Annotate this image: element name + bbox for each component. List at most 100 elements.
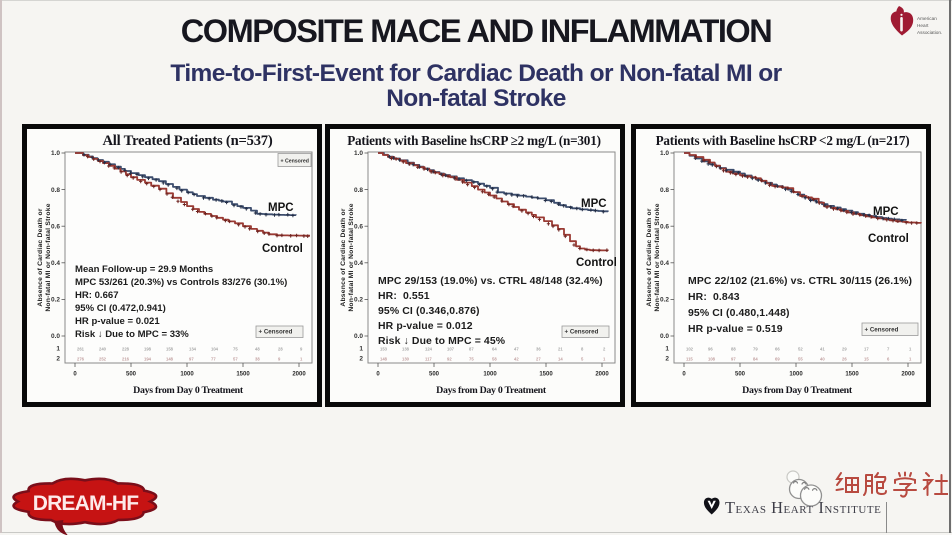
svg-text:500: 500 <box>735 372 746 378</box>
svg-text:0.0: 0.0 <box>51 333 60 340</box>
svg-text:0.6: 0.6 <box>51 223 60 230</box>
svg-text:1500: 1500 <box>845 372 859 378</box>
svg-text:40: 40 <box>820 357 825 362</box>
svg-text:9: 9 <box>300 347 303 352</box>
svg-text:1000: 1000 <box>483 372 497 378</box>
svg-text:228: 228 <box>122 347 130 352</box>
svg-text:0.4: 0.4 <box>51 260 60 267</box>
svg-text:0: 0 <box>376 372 380 378</box>
svg-text:84: 84 <box>753 357 758 362</box>
svg-text:1.0: 1.0 <box>660 150 669 157</box>
svg-text:Days from Day 0 Treatment: Days from Day 0 Treatment <box>436 385 547 396</box>
svg-text:104: 104 <box>211 347 219 352</box>
svg-text:2: 2 <box>56 356 60 363</box>
svg-text:7: 7 <box>887 347 890 352</box>
svg-text:1500: 1500 <box>539 372 553 378</box>
svg-text:92: 92 <box>447 357 452 362</box>
svg-text:261: 261 <box>77 347 85 352</box>
svg-text:124: 124 <box>425 347 433 352</box>
svg-text:Association.: Association. <box>917 30 942 35</box>
svg-text:75: 75 <box>233 347 238 352</box>
svg-text:1: 1 <box>300 357 303 362</box>
svg-text:0.0: 0.0 <box>660 333 669 340</box>
svg-text:107: 107 <box>447 347 455 352</box>
svg-text:HR p-value = 0.012: HR p-value = 0.012 <box>378 321 473 332</box>
svg-text:47: 47 <box>514 347 519 352</box>
svg-text:29: 29 <box>842 347 847 352</box>
svg-text:0.8: 0.8 <box>660 187 669 194</box>
svg-text:DREAM-HF: DREAM-HF <box>33 492 140 515</box>
svg-text:Patients with Baseline hsCRP ≥: Patients with Baseline hsCRP ≥2 mg/L (n=… <box>347 133 601 148</box>
svg-text:1: 1 <box>665 346 669 353</box>
svg-text:115: 115 <box>686 357 693 362</box>
svg-text:0: 0 <box>73 372 77 378</box>
svg-text:27: 27 <box>536 357 541 362</box>
svg-text:+ Censored: + Censored <box>259 329 293 336</box>
svg-text:252: 252 <box>99 357 107 362</box>
svg-text:55: 55 <box>798 357 803 362</box>
svg-text:1: 1 <box>909 347 912 352</box>
svg-text:153: 153 <box>380 347 388 352</box>
svg-text:0.6: 0.6 <box>354 223 363 230</box>
svg-text:Control: Control <box>868 233 909 245</box>
svg-text:87: 87 <box>469 347 474 352</box>
svg-text:130: 130 <box>402 357 410 362</box>
svg-text:117: 117 <box>425 357 432 362</box>
svg-text:0.4: 0.4 <box>354 260 363 267</box>
svg-text:134: 134 <box>189 347 197 352</box>
svg-text:41: 41 <box>820 347 825 352</box>
svg-text:52: 52 <box>798 347 803 352</box>
svg-text:9: 9 <box>278 357 281 362</box>
svg-text:2000: 2000 <box>292 372 306 378</box>
svg-text:97: 97 <box>189 357 194 362</box>
svg-text:2: 2 <box>359 356 363 363</box>
svg-text:1: 1 <box>603 357 606 362</box>
svg-text:Non-fatal MI or Non-fatal Stro: Non-fatal MI or Non-fatal Stroke <box>348 203 355 311</box>
svg-text:75: 75 <box>469 357 474 362</box>
svg-text:0.2: 0.2 <box>354 297 363 304</box>
svg-text:148: 148 <box>380 357 388 362</box>
svg-text:MPC 53/261 (20.3%) vs Controls: MPC 53/261 (20.3%) vs Controls 83/276 (3… <box>75 277 287 288</box>
svg-text:88: 88 <box>731 347 736 352</box>
svg-text:15: 15 <box>864 357 869 362</box>
svg-text:216: 216 <box>122 357 130 362</box>
svg-text:79: 79 <box>753 347 758 352</box>
svg-text:0: 0 <box>682 372 686 378</box>
svg-text:2: 2 <box>665 356 669 363</box>
svg-text:48: 48 <box>255 347 260 352</box>
svg-text:69: 69 <box>775 357 780 362</box>
svg-text:1500: 1500 <box>236 372 250 378</box>
svg-text:Mean Follow-up = 29.9 Months: Mean Follow-up = 29.9 Months <box>75 264 213 275</box>
svg-text:36: 36 <box>536 347 541 352</box>
svg-text:HR: 0.667: HR: 0.667 <box>75 290 119 301</box>
svg-text:Non-fatal MI or Non-fatal Stro: Non-fatal MI or Non-fatal Stroke <box>654 203 661 311</box>
svg-text:Absence of Cardiac Death or: Absence of Cardiac Death or <box>37 208 44 306</box>
svg-text:95% CI (0.480,1.448): 95% CI (0.480,1.448) <box>688 308 790 319</box>
svg-text:58: 58 <box>492 357 497 362</box>
svg-text:0.8: 0.8 <box>354 187 363 194</box>
svg-text:500: 500 <box>429 372 440 378</box>
svg-text:97: 97 <box>731 357 736 362</box>
svg-text:+ Censored: + Censored <box>281 159 309 165</box>
svg-text:MPC 29/153 (19.0%) vs. CTRL 48: MPC 29/153 (19.0%) vs. CTRL 48/148 (32.4… <box>378 276 603 287</box>
svg-text:17: 17 <box>864 347 869 352</box>
svg-text:1000: 1000 <box>180 372 194 378</box>
svg-text:0.4: 0.4 <box>660 260 669 267</box>
svg-text:Patients with Baseline hsCRP <: Patients with Baseline hsCRP <2 mg/L (n=… <box>656 133 910 148</box>
svg-text:198: 198 <box>144 347 152 352</box>
svg-text:2000: 2000 <box>901 372 915 378</box>
svg-text:138: 138 <box>402 347 410 352</box>
svg-text:2000: 2000 <box>595 372 609 378</box>
svg-text:8: 8 <box>581 347 584 352</box>
svg-text:1000: 1000 <box>789 372 803 378</box>
svg-text:26: 26 <box>842 357 847 362</box>
svg-text:HR: 0.551: HR: 0.551 <box>378 291 430 302</box>
svg-text:MPC: MPC <box>268 202 294 214</box>
svg-text:HR: 0.843: HR: 0.843 <box>688 292 740 303</box>
svg-text:Days from Day 0 Treatment: Days from Day 0 Treatment <box>133 385 244 396</box>
svg-text:American: American <box>917 16 937 21</box>
svg-text:42: 42 <box>514 357 519 362</box>
svg-text:Absence of Cardiac Death or: Absence of Cardiac Death or <box>646 208 653 306</box>
svg-text:500: 500 <box>126 372 137 378</box>
svg-text:194: 194 <box>144 357 152 362</box>
